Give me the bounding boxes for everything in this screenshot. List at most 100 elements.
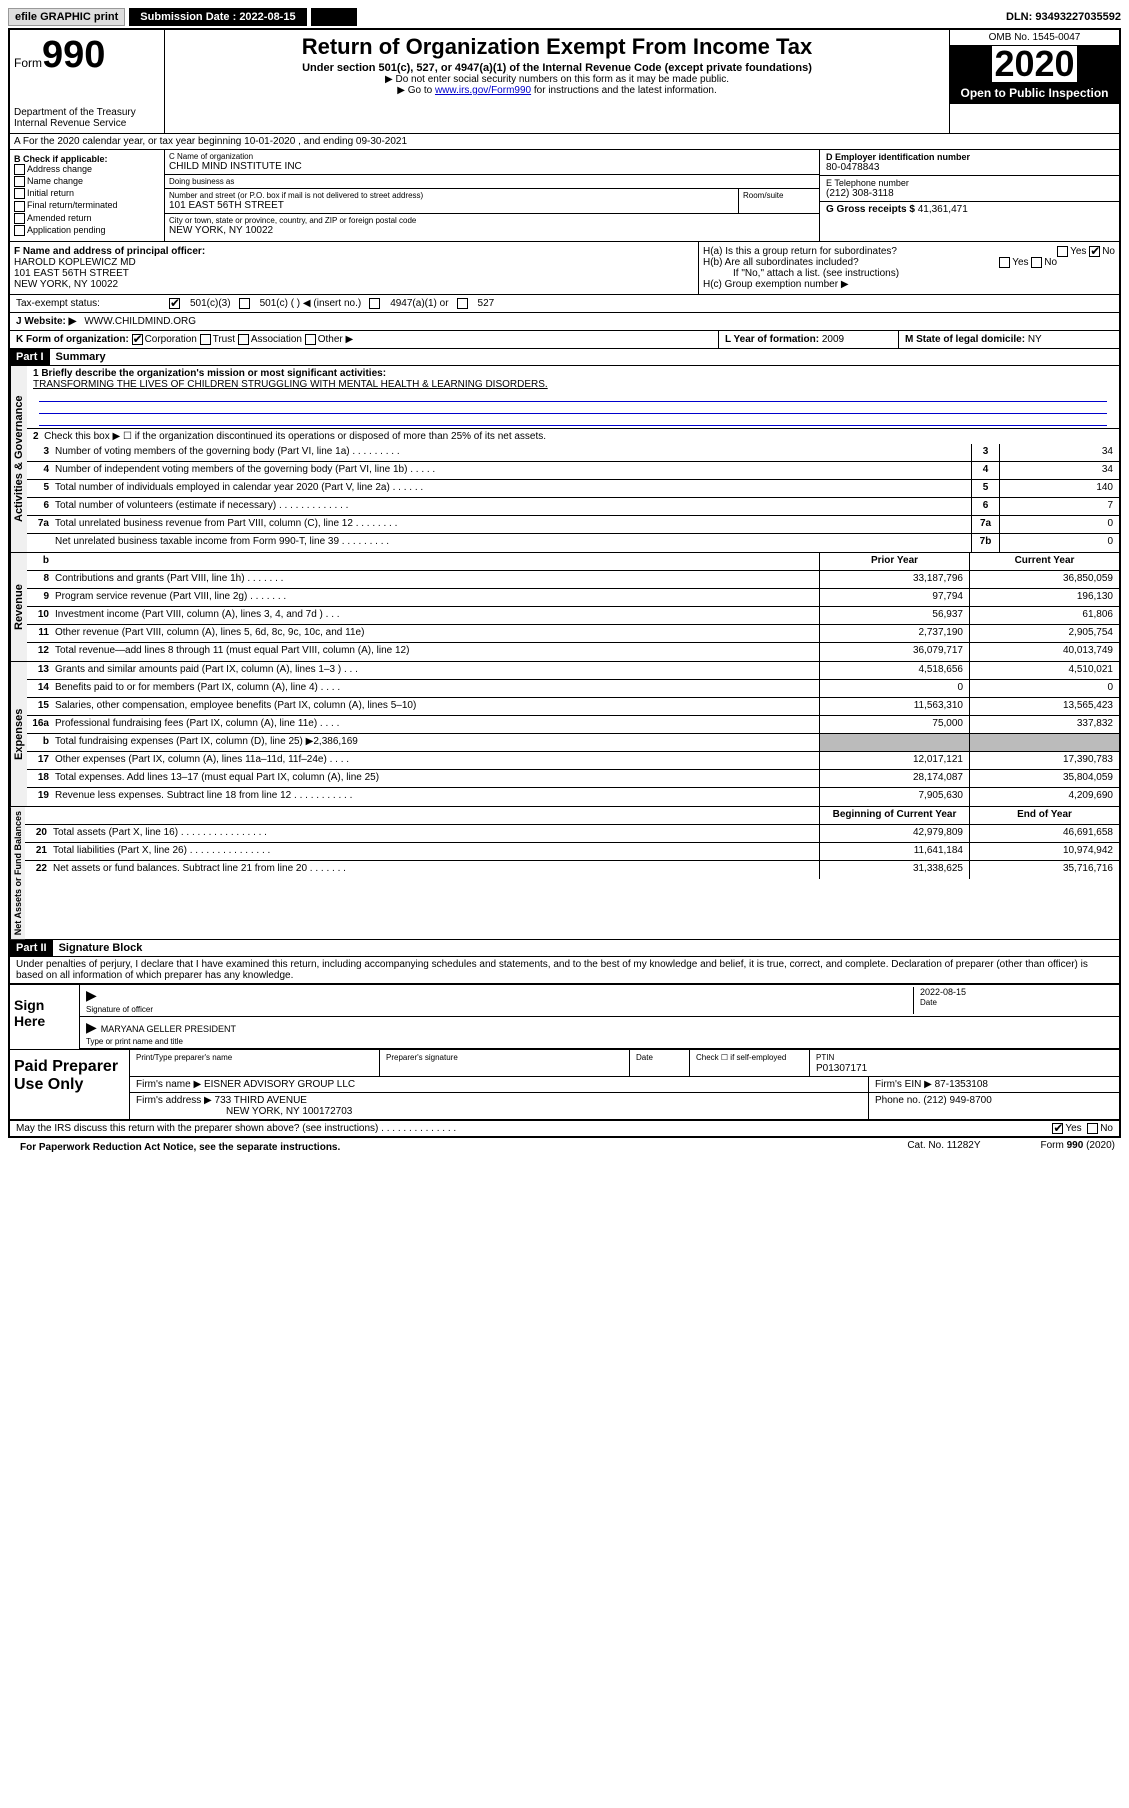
current-val: 13,565,423 <box>969 698 1119 715</box>
line-val: 0 <box>999 534 1119 552</box>
line-box: 7a <box>971 516 999 533</box>
current-val: 10,974,942 <box>969 843 1119 860</box>
line-desc: Salaries, other compensation, employee b… <box>51 698 819 715</box>
org-name: CHILD MIND INSTITUTE INC <box>169 161 815 172</box>
h-b-yes[interactable] <box>999 257 1010 268</box>
checkbox-final-return-terminated[interactable] <box>14 201 25 212</box>
line-num: 11 <box>27 625 51 642</box>
arrow-icon: ▶ <box>86 987 97 1003</box>
line-num: 14 <box>27 680 51 697</box>
paperwork-notice: For Paperwork Reduction Act Notice, see … <box>14 1140 346 1155</box>
checkbox-initial-return[interactable] <box>14 188 25 199</box>
block-J: J Website: ▶ WWW.CHILDMIND.ORG <box>10 313 1119 331</box>
k-corp[interactable] <box>132 334 143 345</box>
k-assoc[interactable] <box>238 334 249 345</box>
line-desc: Contributions and grants (Part VIII, lin… <box>51 571 819 588</box>
firm-ein: 87-1353108 <box>935 1079 988 1090</box>
firm-name: EISNER ADVISORY GROUP LLC <box>204 1079 355 1090</box>
line-num <box>27 534 51 552</box>
status-527[interactable] <box>457 298 468 309</box>
line-box: 5 <box>971 480 999 497</box>
line-desc: Number of independent voting members of … <box>51 462 971 479</box>
line-val: 7 <box>999 498 1119 515</box>
part-I-title: Summary <box>50 349 112 365</box>
h-a-no[interactable] <box>1089 246 1100 257</box>
checkbox-address-change[interactable] <box>14 164 25 175</box>
h-a-yes[interactable] <box>1057 246 1068 257</box>
checkbox-application-pending[interactable] <box>14 225 25 236</box>
k-other[interactable] <box>305 334 316 345</box>
current-val: 61,806 <box>969 607 1119 624</box>
tax-year: 2020 <box>992 46 1076 82</box>
current-val: 17,390,783 <box>969 752 1119 769</box>
line-num: 7a <box>27 516 51 533</box>
boy-header: Beginning of Current Year <box>819 807 969 824</box>
form-subtitle: Under section 501(c), 527, or 4947(a)(1)… <box>173 62 941 74</box>
line-num: 13 <box>27 662 51 679</box>
netassets-label: Net Assets or Fund Balances <box>10 807 25 939</box>
checkbox-name-change[interactable] <box>14 176 25 187</box>
status-501c[interactable] <box>239 298 250 309</box>
irs-link[interactable]: www.irs.gov/Form990 <box>435 85 531 96</box>
paid-preparer-label: Paid Preparer Use Only <box>10 1050 130 1119</box>
line-num: 18 <box>27 770 51 787</box>
line-num: 8 <box>27 571 51 588</box>
discuss-no[interactable] <box>1087 1123 1098 1134</box>
discuss-yes[interactable] <box>1052 1123 1063 1134</box>
line-num: 4 <box>27 462 51 479</box>
firm-phone: (212) 949-8700 <box>923 1095 991 1106</box>
line-desc: Other expenses (Part IX, column (A), lin… <box>51 752 819 769</box>
prior-year-header: Prior Year <box>819 553 969 570</box>
prior-val: 4,518,656 <box>819 662 969 679</box>
line-desc: Grants and similar amounts paid (Part IX… <box>51 662 819 679</box>
current-val: 36,850,059 <box>969 571 1119 588</box>
checkbox-amended-return[interactable] <box>14 213 25 224</box>
prior-val: 97,794 <box>819 589 969 606</box>
current-val: 40,013,749 <box>969 643 1119 661</box>
prior-val: 11,563,310 <box>819 698 969 715</box>
prior-val: 7,905,630 <box>819 788 969 806</box>
h-b-no[interactable] <box>1031 257 1042 268</box>
tax-exempt-row: Tax-exempt status: 501(c)(3) 501(c) ( ) … <box>10 295 1119 313</box>
current-val: 46,691,658 <box>969 825 1119 842</box>
status-501c3[interactable] <box>169 298 180 309</box>
line-num: 6 <box>27 498 51 515</box>
line-desc: Total number of volunteers (estimate if … <box>51 498 971 515</box>
line-box: 7b <box>971 534 999 552</box>
blank-button[interactable] <box>311 8 357 26</box>
status-4947[interactable] <box>369 298 380 309</box>
line-val: 0 <box>999 516 1119 533</box>
cat-no: Cat. No. 11282Y <box>907 1140 980 1155</box>
submission-date-button[interactable]: Submission Date : 2022-08-15 <box>129 8 306 26</box>
line-desc: Total number of individuals employed in … <box>51 480 971 497</box>
form-note-1: ▶ Do not enter social security numbers o… <box>173 74 941 85</box>
current-val: 2,905,754 <box>969 625 1119 642</box>
line-desc: Other revenue (Part VIII, column (A), li… <box>51 625 819 642</box>
prior-val: 11,641,184 <box>819 843 969 860</box>
line-desc: Total assets (Part X, line 16) . . . . .… <box>49 825 819 842</box>
line-2: Check this box ▶ ☐ if the organization d… <box>44 431 546 442</box>
form-note-2: ▶ Go to www.irs.gov/Form990 for instruct… <box>173 85 941 96</box>
prior-val: 0 <box>819 680 969 697</box>
block-K: K Form of organization: Corporation Trus… <box>10 331 719 348</box>
prior-val: 31,338,625 <box>819 861 969 879</box>
efile-button[interactable]: efile GRAPHIC print <box>8 8 125 26</box>
line-box: 4 <box>971 462 999 479</box>
prior-val: 56,937 <box>819 607 969 624</box>
line-num: 15 <box>27 698 51 715</box>
block-L: L Year of formation: 2009 <box>719 331 899 348</box>
row-A: A For the 2020 calendar year, or tax yea… <box>10 134 1119 150</box>
block-H: H(a) Is this a group return for subordin… <box>699 242 1119 294</box>
prior-val: 42,979,809 <box>819 825 969 842</box>
form-title: Return of Organization Exempt From Incom… <box>173 34 941 60</box>
line-desc: Revenue less expenses. Subtract line 18 … <box>51 788 819 806</box>
open-public-label: Open to Public Inspection <box>950 82 1119 104</box>
eoy-header: End of Year <box>969 807 1119 824</box>
block-C: C Name of organization CHILD MIND INSTIT… <box>165 150 819 241</box>
mission-label: 1 Briefly describe the organization's mi… <box>33 368 1113 379</box>
phone: (212) 308-3118 <box>826 188 1113 199</box>
k-trust[interactable] <box>200 334 211 345</box>
form-id-box: Form990 Department of the Treasury Inter… <box>10 30 165 133</box>
line-desc: Total unrelated business revenue from Pa… <box>51 516 971 533</box>
line-val: 34 <box>999 462 1119 479</box>
